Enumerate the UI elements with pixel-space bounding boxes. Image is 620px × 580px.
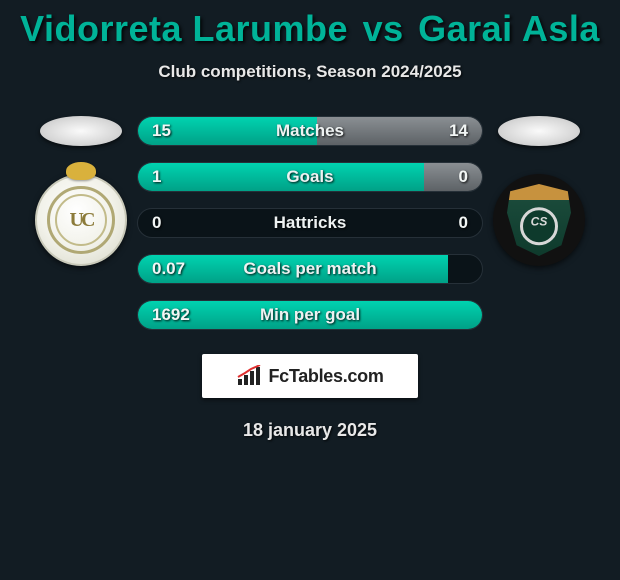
club-crest-monogram: UC [55,194,107,246]
stat-row: 0.07Goals per match [137,254,483,284]
club-crest-shield [507,184,571,256]
player1-avatar [40,116,122,146]
vs-separator: vs [363,8,404,49]
stat-label: Goals per match [138,259,482,279]
stat-row: 1692Min per goal [137,300,483,330]
stat-label: Goals [138,167,482,187]
stat-row: 1Goals0 [137,162,483,192]
comparison-card: Vidorreta Larumbe vs Garai Asla Club com… [0,0,620,441]
stat-label: Hattricks [138,213,482,233]
generated-date: 18 january 2025 [0,420,620,441]
brand-badge: FcTables.com [202,354,418,398]
player2-column [489,116,589,266]
subtitle: Club competitions, Season 2024/2025 [0,62,620,82]
stat-label: Matches [138,121,482,141]
player1-name: Vidorreta Larumbe [20,8,348,49]
stats-area: UC 15Matches141Goals00Hattricks00.07Goal… [0,116,620,330]
stat-value-right: 0 [459,167,468,187]
stat-label: Min per goal [138,305,482,325]
page-title: Vidorreta Larumbe vs Garai Asla [0,8,620,50]
player2-name: Garai Asla [418,8,600,49]
stat-value-right: 0 [459,213,468,233]
stat-row: 0Hattricks0 [137,208,483,238]
stat-row: 15Matches14 [137,116,483,146]
chart-icon [236,365,262,387]
player2-club-crest [493,174,585,266]
stat-value-right: 14 [449,121,468,141]
player1-club-crest: UC [35,174,127,266]
player1-column: UC [31,116,131,266]
stat-bars: 15Matches141Goals00Hattricks00.07Goals p… [137,116,483,330]
brand-text: FcTables.com [268,366,383,387]
player2-avatar [498,116,580,146]
